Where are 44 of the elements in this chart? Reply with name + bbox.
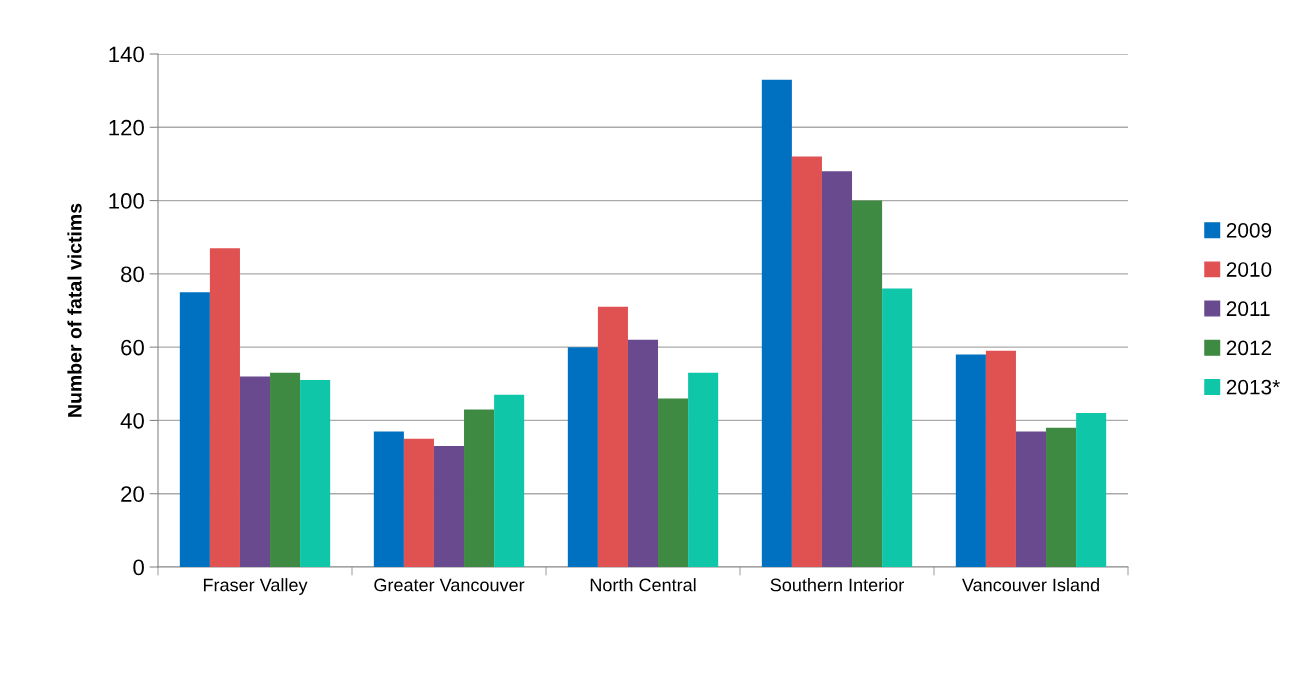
bar	[209, 248, 240, 567]
bar	[300, 380, 331, 567]
bar	[179, 292, 210, 567]
bar	[239, 376, 271, 567]
x-tick-label: Vancouver Island	[961, 578, 1099, 592]
y-tick-label: 140	[109, 46, 144, 63]
y-tick-label: 80	[121, 266, 144, 283]
legend-label: 2011	[1226, 301, 1270, 317]
bar	[494, 394, 525, 567]
bar	[955, 354, 986, 567]
bar	[464, 409, 495, 567]
bar	[597, 306, 628, 567]
legend-label: 2010	[1226, 262, 1272, 277]
x-tick-label: Southern Interior	[770, 578, 904, 592]
x-tick-label: Fraser Valley	[203, 578, 308, 595]
y-tick-label: 20	[121, 486, 144, 502]
y-tick-label: 100	[109, 193, 144, 209]
bar	[1046, 427, 1077, 567]
y-tick-label: 120	[109, 119, 144, 136]
bar	[791, 156, 822, 567]
y-axis-title: Number of fatal victims	[67, 203, 82, 417]
bar	[882, 288, 913, 567]
legend-label: 2013*	[1226, 379, 1280, 395]
bar	[270, 372, 301, 567]
bar	[821, 171, 853, 567]
bar	[1015, 431, 1047, 567]
legend-label: 2012	[1226, 340, 1272, 356]
y-tick-label: 40	[120, 412, 144, 429]
bar	[761, 79, 792, 567]
bar	[852, 200, 883, 567]
y-tick-label: 60	[121, 339, 144, 356]
bar	[373, 431, 404, 567]
y-tick-label: 0	[133, 559, 144, 576]
bar	[403, 438, 434, 567]
bar	[1076, 413, 1107, 567]
bar	[567, 347, 598, 567]
bar	[433, 446, 465, 567]
bar	[985, 350, 1016, 567]
bar	[688, 372, 719, 567]
bar	[658, 398, 689, 567]
x-tick-label: Greater Vancouver	[374, 578, 525, 592]
legend-label: 2009	[1226, 222, 1272, 238]
bar	[627, 339, 659, 567]
x-tick-label: North Central	[590, 578, 696, 592]
